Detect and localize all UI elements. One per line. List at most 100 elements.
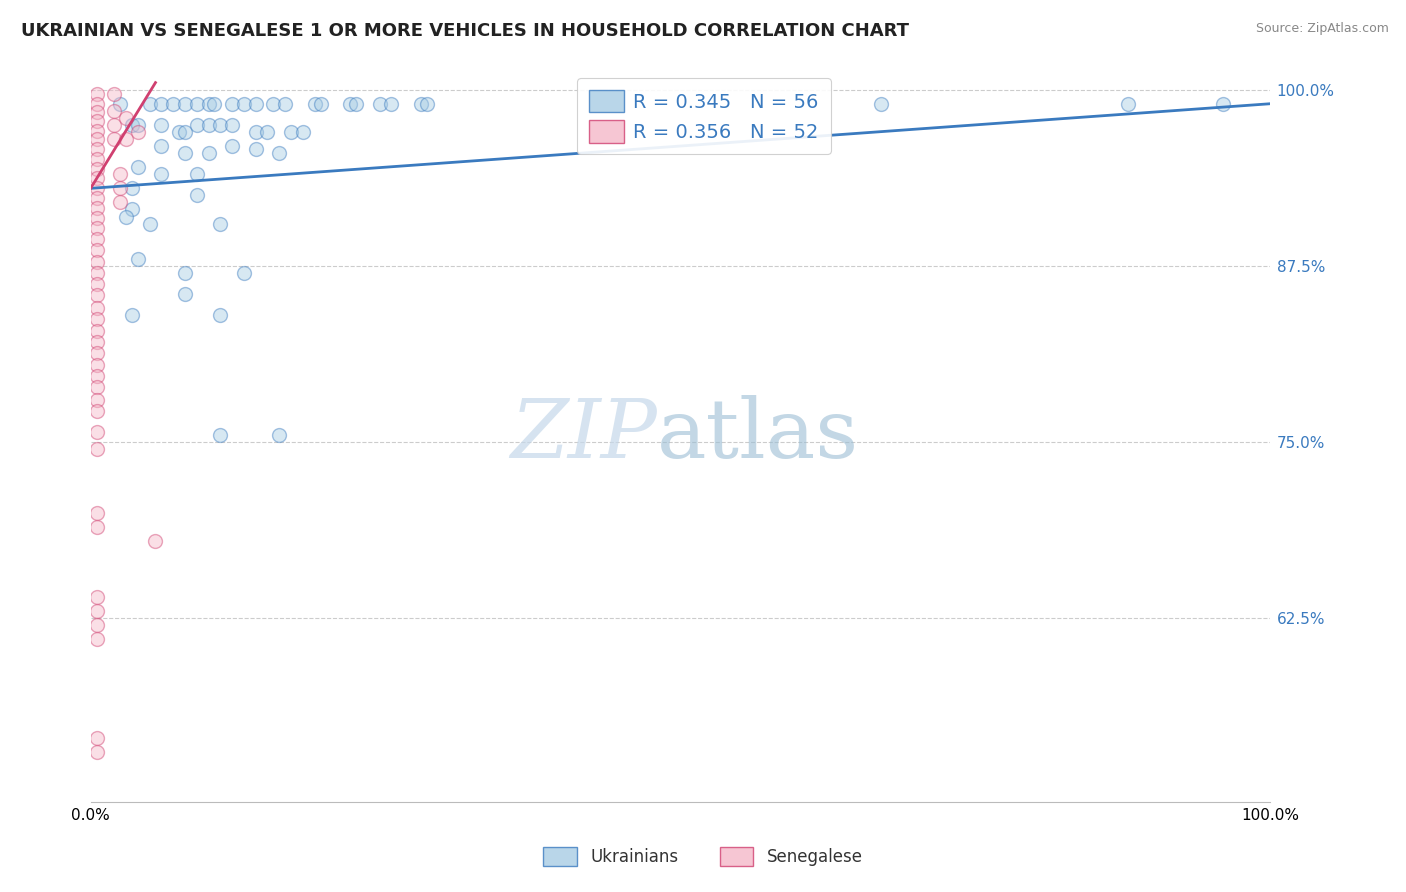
- Point: [86, 161, 108, 176]
- Point: [115, 132, 138, 146]
- Point: [86, 745, 108, 759]
- Point: [86, 442, 108, 457]
- Point: [86, 171, 108, 186]
- Point: [197, 96, 219, 111]
- Point: [368, 96, 391, 111]
- Point: [86, 201, 108, 215]
- Point: [1212, 96, 1234, 111]
- Point: [232, 96, 254, 111]
- Text: ZIP: ZIP: [510, 395, 657, 475]
- Point: [245, 96, 267, 111]
- Point: [274, 96, 297, 111]
- Point: [86, 277, 108, 292]
- Point: [256, 125, 278, 139]
- Point: [1116, 96, 1139, 111]
- Point: [86, 425, 108, 440]
- Point: [103, 132, 125, 146]
- Point: [86, 266, 108, 280]
- Point: [127, 118, 149, 132]
- Point: [86, 96, 108, 111]
- Point: [121, 118, 143, 132]
- Point: [86, 324, 108, 338]
- Point: [209, 118, 232, 132]
- Point: [86, 152, 108, 166]
- Point: [145, 533, 167, 548]
- Point: [138, 217, 160, 231]
- Point: [86, 404, 108, 418]
- Point: [150, 118, 173, 132]
- Point: [86, 181, 108, 195]
- Point: [174, 96, 197, 111]
- Point: [121, 308, 143, 322]
- Point: [86, 191, 108, 205]
- Point: [86, 105, 108, 120]
- Point: [209, 217, 232, 231]
- Text: Source: ZipAtlas.com: Source: ZipAtlas.com: [1256, 22, 1389, 36]
- Point: [127, 252, 149, 266]
- Point: [86, 346, 108, 360]
- Point: [280, 125, 302, 139]
- Point: [221, 118, 243, 132]
- Point: [127, 125, 149, 139]
- Point: [86, 132, 108, 146]
- Text: UKRAINIAN VS SENEGALESE 1 OR MORE VEHICLES IN HOUSEHOLD CORRELATION CHART: UKRAINIAN VS SENEGALESE 1 OR MORE VEHICL…: [21, 22, 910, 40]
- Point: [86, 392, 108, 407]
- Point: [380, 96, 402, 111]
- Point: [162, 96, 184, 111]
- Point: [86, 232, 108, 246]
- Point: [167, 125, 190, 139]
- Point: [209, 308, 232, 322]
- Point: [86, 312, 108, 326]
- Point: [86, 87, 108, 101]
- Point: [86, 288, 108, 302]
- Point: [86, 731, 108, 745]
- Point: [245, 142, 267, 156]
- Point: [86, 113, 108, 128]
- Point: [221, 139, 243, 153]
- Point: [174, 146, 197, 161]
- Point: [186, 188, 208, 202]
- Point: [150, 167, 173, 181]
- Point: [197, 146, 219, 161]
- Point: [86, 142, 108, 156]
- Legend: Ukrainians, Senegalese: Ukrainians, Senegalese: [537, 840, 869, 873]
- Point: [127, 160, 149, 174]
- Point: [204, 96, 226, 111]
- Point: [108, 181, 131, 195]
- Point: [262, 96, 284, 111]
- Point: [86, 220, 108, 235]
- Point: [869, 96, 891, 111]
- Point: [409, 96, 432, 111]
- Text: atlas: atlas: [657, 395, 859, 475]
- Point: [344, 96, 367, 111]
- Point: [86, 380, 108, 394]
- Point: [115, 210, 138, 224]
- Point: [309, 96, 332, 111]
- Point: [186, 118, 208, 132]
- Point: [197, 118, 219, 132]
- Point: [415, 96, 437, 111]
- Point: [108, 96, 131, 111]
- Point: [86, 358, 108, 372]
- Point: [86, 123, 108, 137]
- Point: [103, 103, 125, 118]
- Point: [86, 618, 108, 632]
- Point: [186, 167, 208, 181]
- Point: [103, 118, 125, 132]
- Point: [86, 244, 108, 258]
- Point: [86, 506, 108, 520]
- Point: [304, 96, 326, 111]
- Point: [232, 266, 254, 280]
- Point: [174, 287, 197, 301]
- Point: [86, 254, 108, 268]
- Point: [339, 96, 361, 111]
- Point: [115, 111, 138, 125]
- Point: [86, 334, 108, 349]
- Point: [86, 590, 108, 604]
- Point: [86, 604, 108, 618]
- Point: [269, 146, 291, 161]
- Point: [221, 96, 243, 111]
- Point: [209, 428, 232, 442]
- Point: [103, 87, 125, 101]
- Point: [150, 96, 173, 111]
